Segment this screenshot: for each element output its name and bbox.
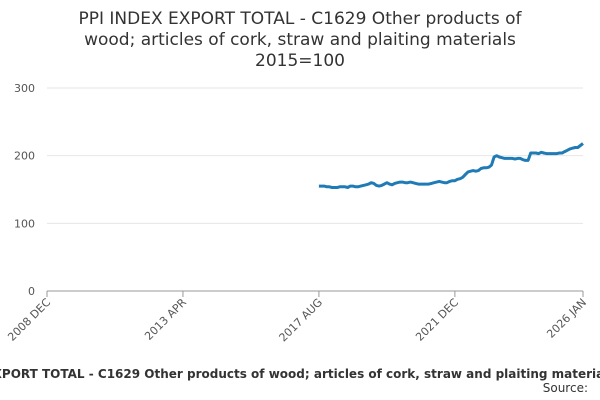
- chart-title: PPI INDEX EXPORT TOTAL - C1629 Other pro…: [78, 9, 522, 29]
- y-tick-label: 200: [14, 150, 35, 163]
- x-tick-label: 2017 AUG: [277, 296, 326, 345]
- chart-title: wood; articles of cork, straw and plaiti…: [84, 30, 516, 50]
- source: Source:: [543, 381, 588, 395]
- x-tick-label: 2008 DEC: [5, 296, 53, 344]
- x-tick-label: 2013 APR: [142, 296, 189, 343]
- legend-label: EXPORT TOTAL - C1629 Other products of w…: [0, 367, 600, 381]
- chart-title: 2015=100: [255, 51, 345, 71]
- x-tick-label: 2021 DEC: [413, 296, 461, 344]
- line: [318, 142, 584, 189]
- x-tick-label: 2026 JAN: [544, 296, 589, 341]
- y-tick-label: 0: [28, 285, 35, 298]
- y-tick-label: 300: [14, 82, 35, 95]
- y-tick-label: 100: [14, 217, 35, 230]
